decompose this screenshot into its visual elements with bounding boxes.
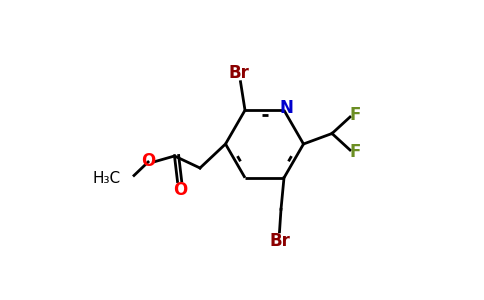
Text: O: O xyxy=(141,152,155,170)
Text: O: O xyxy=(173,181,187,199)
Text: Br: Br xyxy=(228,64,249,82)
Text: H₃C: H₃C xyxy=(92,171,121,186)
Text: Br: Br xyxy=(269,232,290,250)
Text: F: F xyxy=(350,106,361,124)
Text: F: F xyxy=(350,143,361,161)
Text: N: N xyxy=(279,99,293,117)
